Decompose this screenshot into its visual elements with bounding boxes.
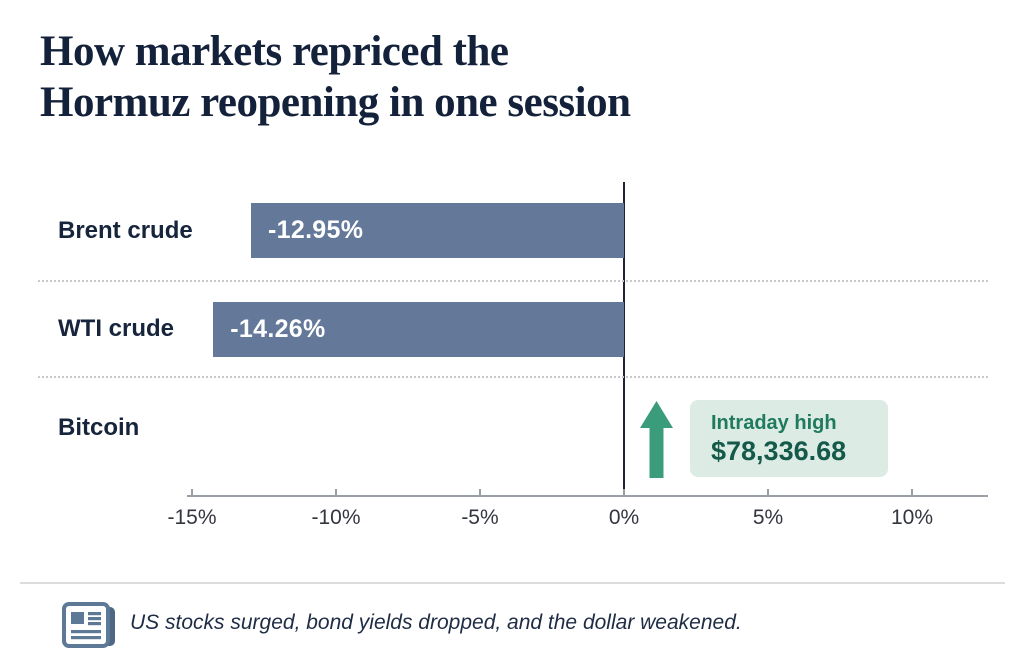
axis-tick-label: 0% [608, 506, 640, 529]
axis-tick-label: 10% [890, 506, 934, 529]
x-axis-line [187, 495, 988, 497]
callout-title: Intraday high [711, 412, 837, 434]
category-label-wti-crude: WTI crude [58, 315, 175, 342]
axis-tick-label: -10% [311, 506, 361, 529]
axis-tick [911, 489, 913, 496]
newspaper-icon [62, 602, 115, 648]
row-separator [38, 280, 988, 282]
category-label-brent-crude: Brent crude [58, 217, 193, 244]
row-separator [38, 376, 988, 378]
axis-tick-label: -15% [167, 506, 217, 529]
arrow-up-shape [640, 401, 673, 478]
bar-wti-crude: -14.26% [213, 302, 624, 357]
bar-value-label: -12.95% [268, 216, 364, 244]
axis-tick [191, 489, 193, 496]
footer-divider [20, 582, 1005, 584]
callout-value: $78,336.68 [711, 436, 847, 466]
bar-brent-crude: -12.95% [251, 203, 624, 258]
axis-tick [479, 489, 481, 496]
axis-tick-label: 5% [752, 506, 784, 529]
axis-tick-label: -5% [461, 506, 499, 529]
axis-tick [623, 489, 625, 496]
zero-baseline [623, 182, 625, 497]
bar-value-label: -14.26% [230, 315, 326, 343]
axis-tick [767, 489, 769, 496]
arrow-up-icon [640, 401, 673, 478]
category-label-bitcoin: Bitcoin [58, 414, 140, 441]
chart-title: How markets repriced the Hormuz reopenin… [40, 28, 631, 126]
axis-tick [335, 489, 337, 496]
intraday-high-callout: Intraday high $78,336.68 [690, 400, 888, 477]
footer-note: US stocks surged, bond yields dropped, a… [130, 611, 742, 634]
